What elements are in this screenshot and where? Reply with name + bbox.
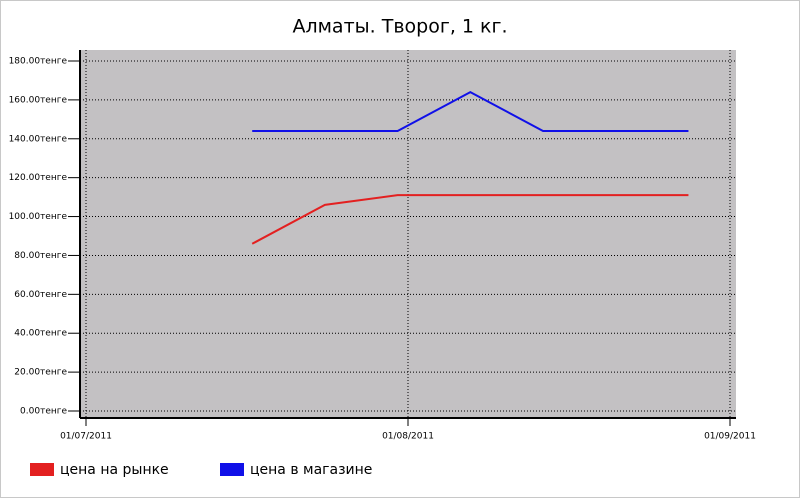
y-tick-label: 160.00тенге [9,95,68,105]
legend-swatch [220,463,244,476]
y-tick-label: 180.00тенге [9,57,68,67]
legend-label: цена в магазине [250,462,372,478]
y-tick-label: 80.00тенге [14,251,67,261]
legend-swatch [30,463,54,476]
legend-label: цена на рынке [60,462,169,478]
y-tick-label: 40.00тенге [14,329,67,339]
y-tick-label: 60.00тенге [14,290,67,300]
y-tick-label: 100.00тенге [9,212,68,222]
y-tick-label: 140.00тенге [9,134,68,144]
y-tick-label: 20.00тенге [14,368,67,378]
x-tick-label: 01/08/2011 [382,432,434,442]
x-tick-label: 01/09/2011 [704,432,756,442]
series-line [252,90,689,132]
y-tick-label: 0.00тенге [20,407,67,417]
y-tick-label: 120.00тенге [9,173,68,183]
x-tick-label: 01/07/2011 [60,432,112,442]
chart-title: Алматы. Творог, 1 кг. [292,16,507,38]
series-line [251,194,689,245]
